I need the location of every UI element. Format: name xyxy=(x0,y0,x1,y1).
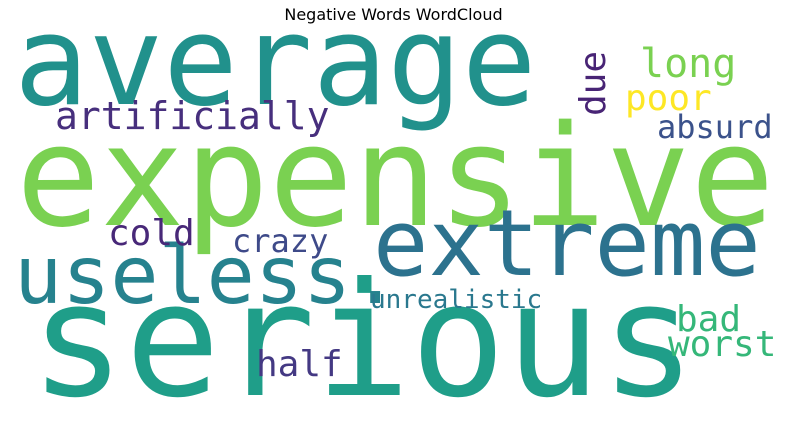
word-extreme: extreme xyxy=(373,190,761,297)
word-poor: poor xyxy=(625,78,712,119)
word-due: due xyxy=(573,50,614,116)
word-bad: bad xyxy=(676,299,742,340)
word-absurd: absurd xyxy=(657,108,773,146)
word-long: long xyxy=(640,41,737,87)
word-worst: worst xyxy=(668,324,777,365)
word-half: half xyxy=(256,344,343,385)
word-crazy: crazy xyxy=(232,222,329,260)
chart-title: Negative Words WordCloud xyxy=(284,5,503,24)
word-artificially: artificially xyxy=(55,94,330,138)
word-cold: cold xyxy=(108,213,195,254)
word-average: average xyxy=(14,0,537,134)
word-serious: serious xyxy=(30,249,696,433)
word-cloud: average expensive serious extreme useles… xyxy=(14,0,777,433)
word-unrealistic: unrealistic xyxy=(370,285,543,315)
word-expensive: expensive xyxy=(16,96,775,259)
word-useless: useless. xyxy=(14,229,400,322)
